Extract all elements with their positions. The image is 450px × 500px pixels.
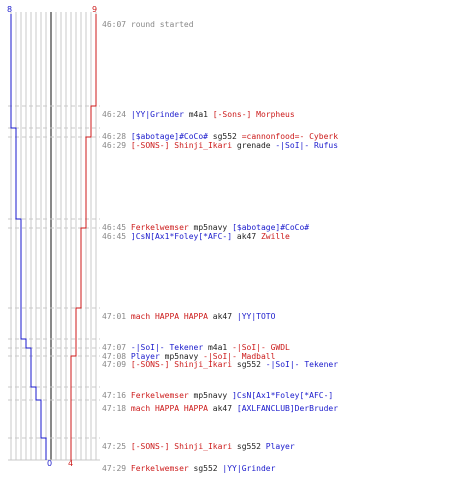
event-timestamp: 46:07	[102, 20, 131, 29]
event-text: [-SONS-] Shinji_Ikari	[130, 360, 233, 369]
event-text: ]CsN[Ax1*Foley[*AFC-]	[232, 391, 334, 400]
event-text: [$abotage]#CoCo#	[130, 132, 208, 141]
event-text: sg552	[232, 442, 266, 451]
event-text: mp5navy	[188, 223, 233, 232]
event-text: grenade	[232, 141, 276, 150]
event-timestamp: 46:29	[102, 141, 131, 150]
event-text: -|SoI|- Tekener	[130, 343, 204, 352]
kill-feed-row: 47:16 Ferkelwemser mp5navy ]CsN[Ax1*Fole…	[102, 383, 333, 400]
event-text: sg552	[188, 464, 223, 473]
event-text: [$abotage]#CoCo#	[232, 223, 310, 232]
event-text: mach HAPPA HAPPA	[130, 312, 208, 321]
event-timestamp: 46:24	[102, 110, 131, 119]
kill-feed-row: 47:25 [-SONS-] Shinji_Ikari sg552 Player	[102, 434, 295, 451]
event-timestamp: 47:18	[102, 404, 131, 413]
event-text: ak47	[232, 232, 261, 241]
kill-feed-row: 46:45 ]CsN[Ax1*Foley[*AFC-] ak47 Zwille	[102, 224, 290, 241]
event-text: ak47	[207, 312, 237, 321]
event-text: [-SONS-] Shinji_Ikari	[130, 442, 233, 451]
event-text: -|SoI|- Tekener	[265, 360, 339, 369]
event-text: mp5navy	[188, 391, 233, 400]
event-timestamp: 47:16	[102, 391, 131, 400]
event-text: |YY|Grinder	[130, 110, 184, 119]
kill-feed-row: 46:29 [-SONS-] Shinji_Ikari grenade -|So…	[102, 133, 338, 150]
event-text: -|SoI|- Rufus	[275, 141, 339, 150]
event-text: |YY|TOTO	[236, 312, 276, 321]
event-text: ak47	[207, 404, 237, 413]
event-text: sg552	[232, 360, 266, 369]
event-text: sg552	[207, 132, 242, 141]
event-timestamp: 46:45	[102, 232, 131, 241]
event-timestamp: 47:01	[102, 312, 131, 321]
event-text: mp5navy	[159, 352, 204, 361]
event-text: =cannonfood=- Cyberk	[241, 132, 339, 141]
event-text: m4a1	[183, 110, 213, 119]
graph-grid	[8, 12, 100, 461]
event-text: ]CsN[Ax1*Foley[*AFC-]	[130, 232, 233, 241]
event-text: Ferkelwemser	[130, 464, 189, 473]
kill-feed-row: 46:24 |YY|Grinder m4a1 [-Sons-] Morpheus	[102, 102, 295, 119]
event-timestamp: 47:07	[102, 343, 131, 352]
event-timestamp: 47:09	[102, 360, 131, 369]
kill-feed-row: 46:28 [$abotage]#CoCo# sg552 =cannonfood…	[102, 124, 338, 141]
event-text: m4a1	[203, 343, 233, 352]
kill-feed-row: 47:08 Player mp5navy -|SoI|- Madball	[102, 344, 275, 361]
blue-team-start-count: 8	[7, 5, 13, 14]
event-text: [-Sons-] Morpheus	[212, 110, 295, 119]
event-text: Ferkelwemser	[130, 391, 189, 400]
red-team-alive-line	[70, 14, 97, 460]
blue-team-alive-line	[10, 14, 47, 460]
kill-feed-row: 47:07 -|SoI|- Tekener m4a1 -|SoI|- GWDL	[102, 335, 290, 352]
event-timestamp: 46:45	[102, 223, 131, 232]
event-text: Zwille	[260, 232, 290, 241]
event-text: -|SoI|- Madball	[203, 352, 276, 361]
red-team-end-count: 4	[68, 459, 74, 468]
event-text: Ferkelwemser	[130, 223, 189, 232]
event-timestamp: 47:25	[102, 442, 131, 451]
kill-feed-row: 47:29 Ferkelwemser sg552 |YY|Grinder	[102, 456, 275, 473]
kill-feed-row: 47:01 mach HAPPA HAPPA ak47 |YY|TOTO	[102, 304, 275, 321]
event-timestamp: 47:08	[102, 352, 131, 361]
blue-team-end-count: 0	[47, 459, 53, 468]
kill-feed-row: 46:45 Ferkelwemser mp5navy [$abotage]#Co…	[102, 215, 309, 232]
event-text: round started	[130, 20, 194, 29]
event-timestamp: 47:29	[102, 464, 131, 473]
event-text: |YY|Grinder	[222, 464, 276, 473]
event-text: Player	[130, 352, 160, 361]
red-team-start-count: 9	[92, 5, 98, 14]
kill-feed-row: 47:09 [-SONS-] Shinji_Ikari sg552 -|SoI|…	[102, 352, 338, 369]
event-text: -|SoI|- GWDL	[232, 343, 290, 352]
kill-feed-row: 47:18 mach HAPPA HAPPA ak47 [AXLFANCLUB]…	[102, 396, 338, 413]
event-text: [-SONS-] Shinji_Ikari	[130, 141, 233, 150]
event-text: mach HAPPA HAPPA	[130, 404, 208, 413]
event-timestamp: 46:28	[102, 132, 131, 141]
event-text: Player	[265, 442, 295, 451]
event-text: [AXLFANCLUB]DerBruder	[236, 404, 339, 413]
kill-feed-row: 46:07 round started	[102, 12, 194, 29]
